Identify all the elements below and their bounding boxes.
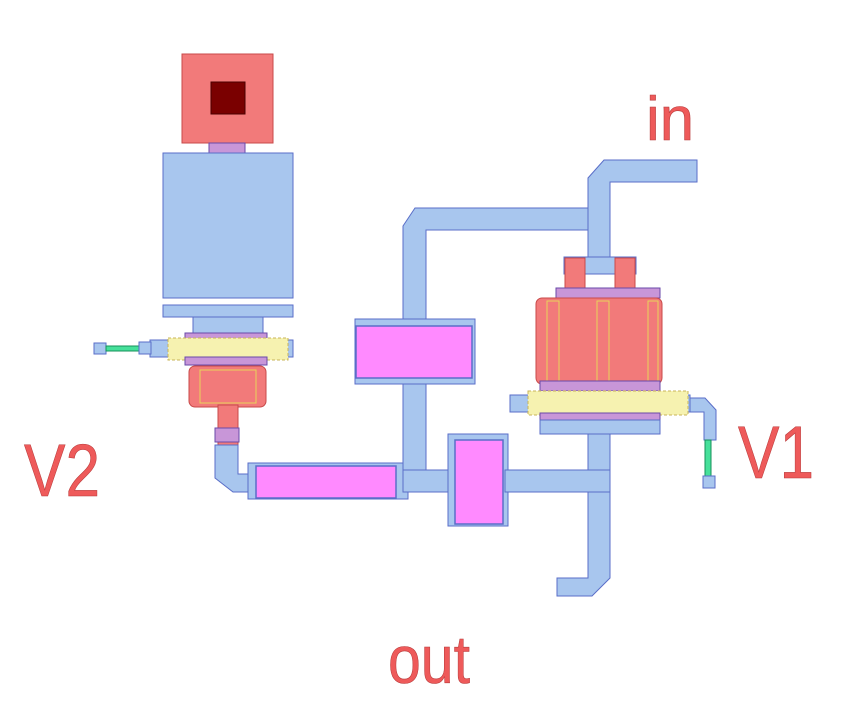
v1-pin	[702, 475, 716, 489]
v1-wire	[704, 439, 712, 477]
label-v1: V1	[738, 411, 814, 494]
contact-square	[210, 81, 246, 115]
capacitor-middle	[355, 325, 473, 379]
metal-bar-under-right	[539, 419, 661, 435]
via-strip-top	[208, 142, 246, 154]
metal-neck	[192, 316, 264, 334]
v2-pin	[93, 342, 107, 355]
label-out: out	[388, 622, 470, 698]
metal-route-bottom-left	[214, 444, 409, 500]
transistor-left	[93, 332, 294, 446]
metal-block-left	[162, 152, 294, 334]
metal-route-right	[504, 159, 698, 597]
capacitor-vertical	[454, 439, 504, 525]
metal-bridge	[402, 469, 454, 493]
label-in: in	[646, 85, 694, 154]
poly-gate-right	[535, 297, 663, 385]
capacitor-horizontal	[255, 465, 397, 499]
metal-bar-under-block	[162, 304, 294, 318]
poly-gate-left	[188, 365, 267, 408]
capacitor-vertical-group	[447, 433, 589, 527]
v2-wire	[105, 345, 145, 352]
poly-contact-pad	[181, 53, 274, 154]
implant-row-right	[527, 390, 689, 416]
label-v2: V2	[24, 429, 100, 512]
transistor-right	[509, 256, 717, 489]
